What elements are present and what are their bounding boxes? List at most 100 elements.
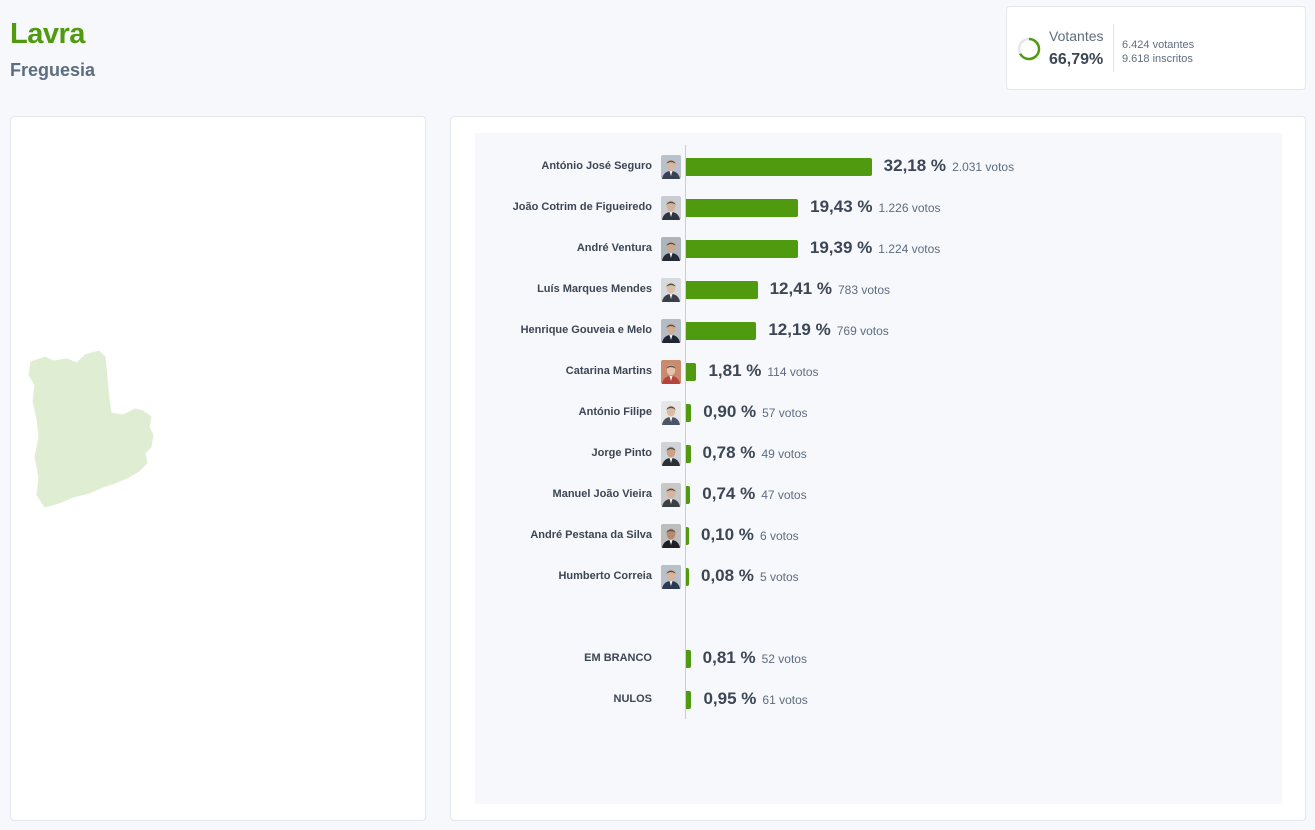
result-row[interactable]: Humberto Correia 0,08 % 5 votos	[475, 563, 1282, 591]
page-title: Lavra	[10, 18, 85, 50]
result-percent: 0,78 %	[702, 443, 756, 462]
result-percent: 19,39 %	[809, 238, 873, 257]
candidate-avatar	[661, 319, 681, 343]
result-bar[interactable]	[686, 240, 798, 258]
candidate-name: António José Seguro	[541, 160, 652, 172]
result-votes: 5 votos	[759, 570, 799, 584]
results-chart: António José Seguro 32,18 % 2.031 votos Joã…	[475, 133, 1282, 804]
candidate-name: Catarina Martins	[565, 365, 652, 377]
candidate-name: Jorge Pinto	[591, 447, 652, 459]
result-bar[interactable]	[686, 568, 689, 586]
result-row[interactable]: NULOS 0,95 % 61 votos	[475, 686, 1282, 714]
candidate-avatar	[661, 237, 681, 261]
candidate-avatar	[661, 155, 681, 179]
result-value: 12,41 % 783 votos	[770, 279, 890, 299]
result-value: 0,10 % 6 votos	[701, 525, 799, 545]
turnout-label: Votantes	[1049, 28, 1104, 44]
result-percent: 0,95 %	[703, 689, 757, 708]
result-votes: 114 votos	[767, 365, 819, 379]
candidate-avatar	[661, 278, 681, 302]
candidate-name: João Cotrim de Figueiredo	[512, 201, 652, 213]
page-subtitle: Freguesia	[10, 60, 96, 80]
result-bar[interactable]	[686, 691, 692, 709]
result-votes: 52 votos	[761, 652, 807, 666]
result-value: 12,19 % 769 votos	[768, 320, 888, 340]
result-votes: 1.224 votos	[878, 242, 941, 256]
result-votes: 769 votos	[836, 324, 889, 338]
chart-axis	[685, 145, 686, 719]
result-bar[interactable]	[686, 527, 689, 545]
result-row[interactable]: EM BRANCO 0,81 % 52 votos	[475, 645, 1282, 673]
result-row[interactable]: Henrique Gouveia e Melo 12,19 % 769 votos	[475, 317, 1282, 345]
result-bar[interactable]	[686, 281, 758, 299]
candidate-name: Henrique Gouveia e Melo	[520, 324, 652, 336]
turnout-voters: 6.424 votantes	[1122, 39, 1195, 51]
result-votes: 61 votos	[762, 693, 808, 707]
result-value: 0,74 % 47 votos	[702, 484, 806, 504]
turnout-ring-icon	[1017, 37, 1041, 61]
candidate-avatar	[661, 196, 681, 220]
result-row[interactable]: Luís Marques Mendes 12,41 % 783 votos	[475, 276, 1282, 304]
candidate-avatar	[661, 442, 681, 466]
result-bar[interactable]	[686, 404, 692, 422]
result-value: 32,18 % 2.031 votos	[884, 156, 1014, 176]
result-percent: 0,81 %	[702, 648, 756, 667]
result-row[interactable]: Manuel João Vieira 0,74 % 47 votos	[475, 481, 1282, 509]
result-value: 0,81 % 52 votos	[703, 648, 807, 668]
result-percent: 19,43 %	[810, 197, 873, 216]
result-votes: 57 votos	[762, 406, 808, 420]
parish-shape-lavra[interactable]	[28, 350, 154, 508]
result-bar[interactable]	[686, 363, 697, 381]
result-bar[interactable]	[686, 445, 691, 463]
candidate-name: Luís Marques Mendes	[537, 283, 652, 295]
result-value: 0,78 % 49 votos	[703, 443, 807, 463]
result-bar[interactable]	[686, 322, 757, 340]
result-row[interactable]: Jorge Pinto 0,78 % 49 votos	[475, 440, 1282, 468]
result-percent: 12,41 %	[769, 279, 832, 298]
turnout-divider	[1113, 24, 1114, 72]
result-value: 1,81 % 114 votos	[708, 361, 818, 381]
result-value: 0,08 % 5 votos	[701, 566, 799, 586]
result-percent: 0,90 %	[703, 402, 757, 421]
candidate-avatar	[661, 524, 681, 548]
result-percent: 32,18 %	[883, 156, 947, 175]
result-row[interactable]: João Cotrim de Figueiredo 19,43 % 1.226 vo…	[475, 194, 1282, 222]
result-bar[interactable]	[686, 158, 872, 176]
candidate-avatar	[661, 483, 681, 507]
candidate-name: Manuel João Vieira	[552, 488, 652, 500]
turnout-percent: 66,79%	[1049, 51, 1104, 68]
candidate-avatar	[661, 401, 681, 425]
result-row[interactable]: António Filipe 0,90 % 57 votos	[475, 399, 1282, 427]
candidate-name: EM BRANCO	[584, 652, 652, 664]
result-percent: 0,10 %	[701, 525, 754, 544]
result-votes: 783 votos	[837, 283, 891, 297]
result-value: 0,95 % 61 votos	[703, 689, 807, 709]
result-row[interactable]: Catarina Martins 1,81 % 114 votos	[475, 358, 1282, 386]
result-bar[interactable]	[686, 650, 691, 668]
candidate-name: André Pestana da Silva	[530, 529, 652, 541]
result-value: 0,90 % 57 votos	[703, 402, 807, 422]
result-row[interactable]: António José Seguro 32,18 % 2.031 votos	[475, 153, 1282, 181]
result-row[interactable]: André Pestana da Silva 0,10 % 6 votos	[475, 522, 1282, 550]
result-percent: 0,08 %	[701, 566, 754, 585]
turnout-registered: 9.618 inscritos	[1122, 53, 1193, 65]
result-votes: 49 votos	[761, 447, 807, 461]
result-percent: 12,19 %	[768, 320, 831, 339]
result-votes: 6 votos	[759, 529, 799, 543]
result-votes: 1.226 votos	[878, 201, 941, 215]
result-percent: 1,81 %	[708, 361, 762, 380]
candidate-name: NULOS	[613, 693, 653, 705]
turnout-arc	[1017, 37, 1041, 61]
parish-map[interactable]	[11, 117, 427, 822]
result-bar[interactable]	[686, 486, 691, 504]
result-bar[interactable]	[686, 199, 799, 217]
candidate-name: António Filipe	[578, 406, 652, 418]
result-row[interactable]: André Ventura 19,39 % 1.224 votos	[475, 235, 1282, 263]
results-panel: António José Seguro 32,18 % 2.031 votos Joã…	[450, 116, 1306, 821]
candidate-avatar	[661, 565, 681, 589]
result-votes: 2.031 votos	[952, 160, 1015, 174]
result-value: 19,43 % 1.226 votos	[810, 197, 940, 217]
candidate-avatar	[661, 360, 681, 384]
candidate-name: André Ventura	[576, 242, 652, 254]
result-votes: 47 votos	[761, 488, 807, 502]
